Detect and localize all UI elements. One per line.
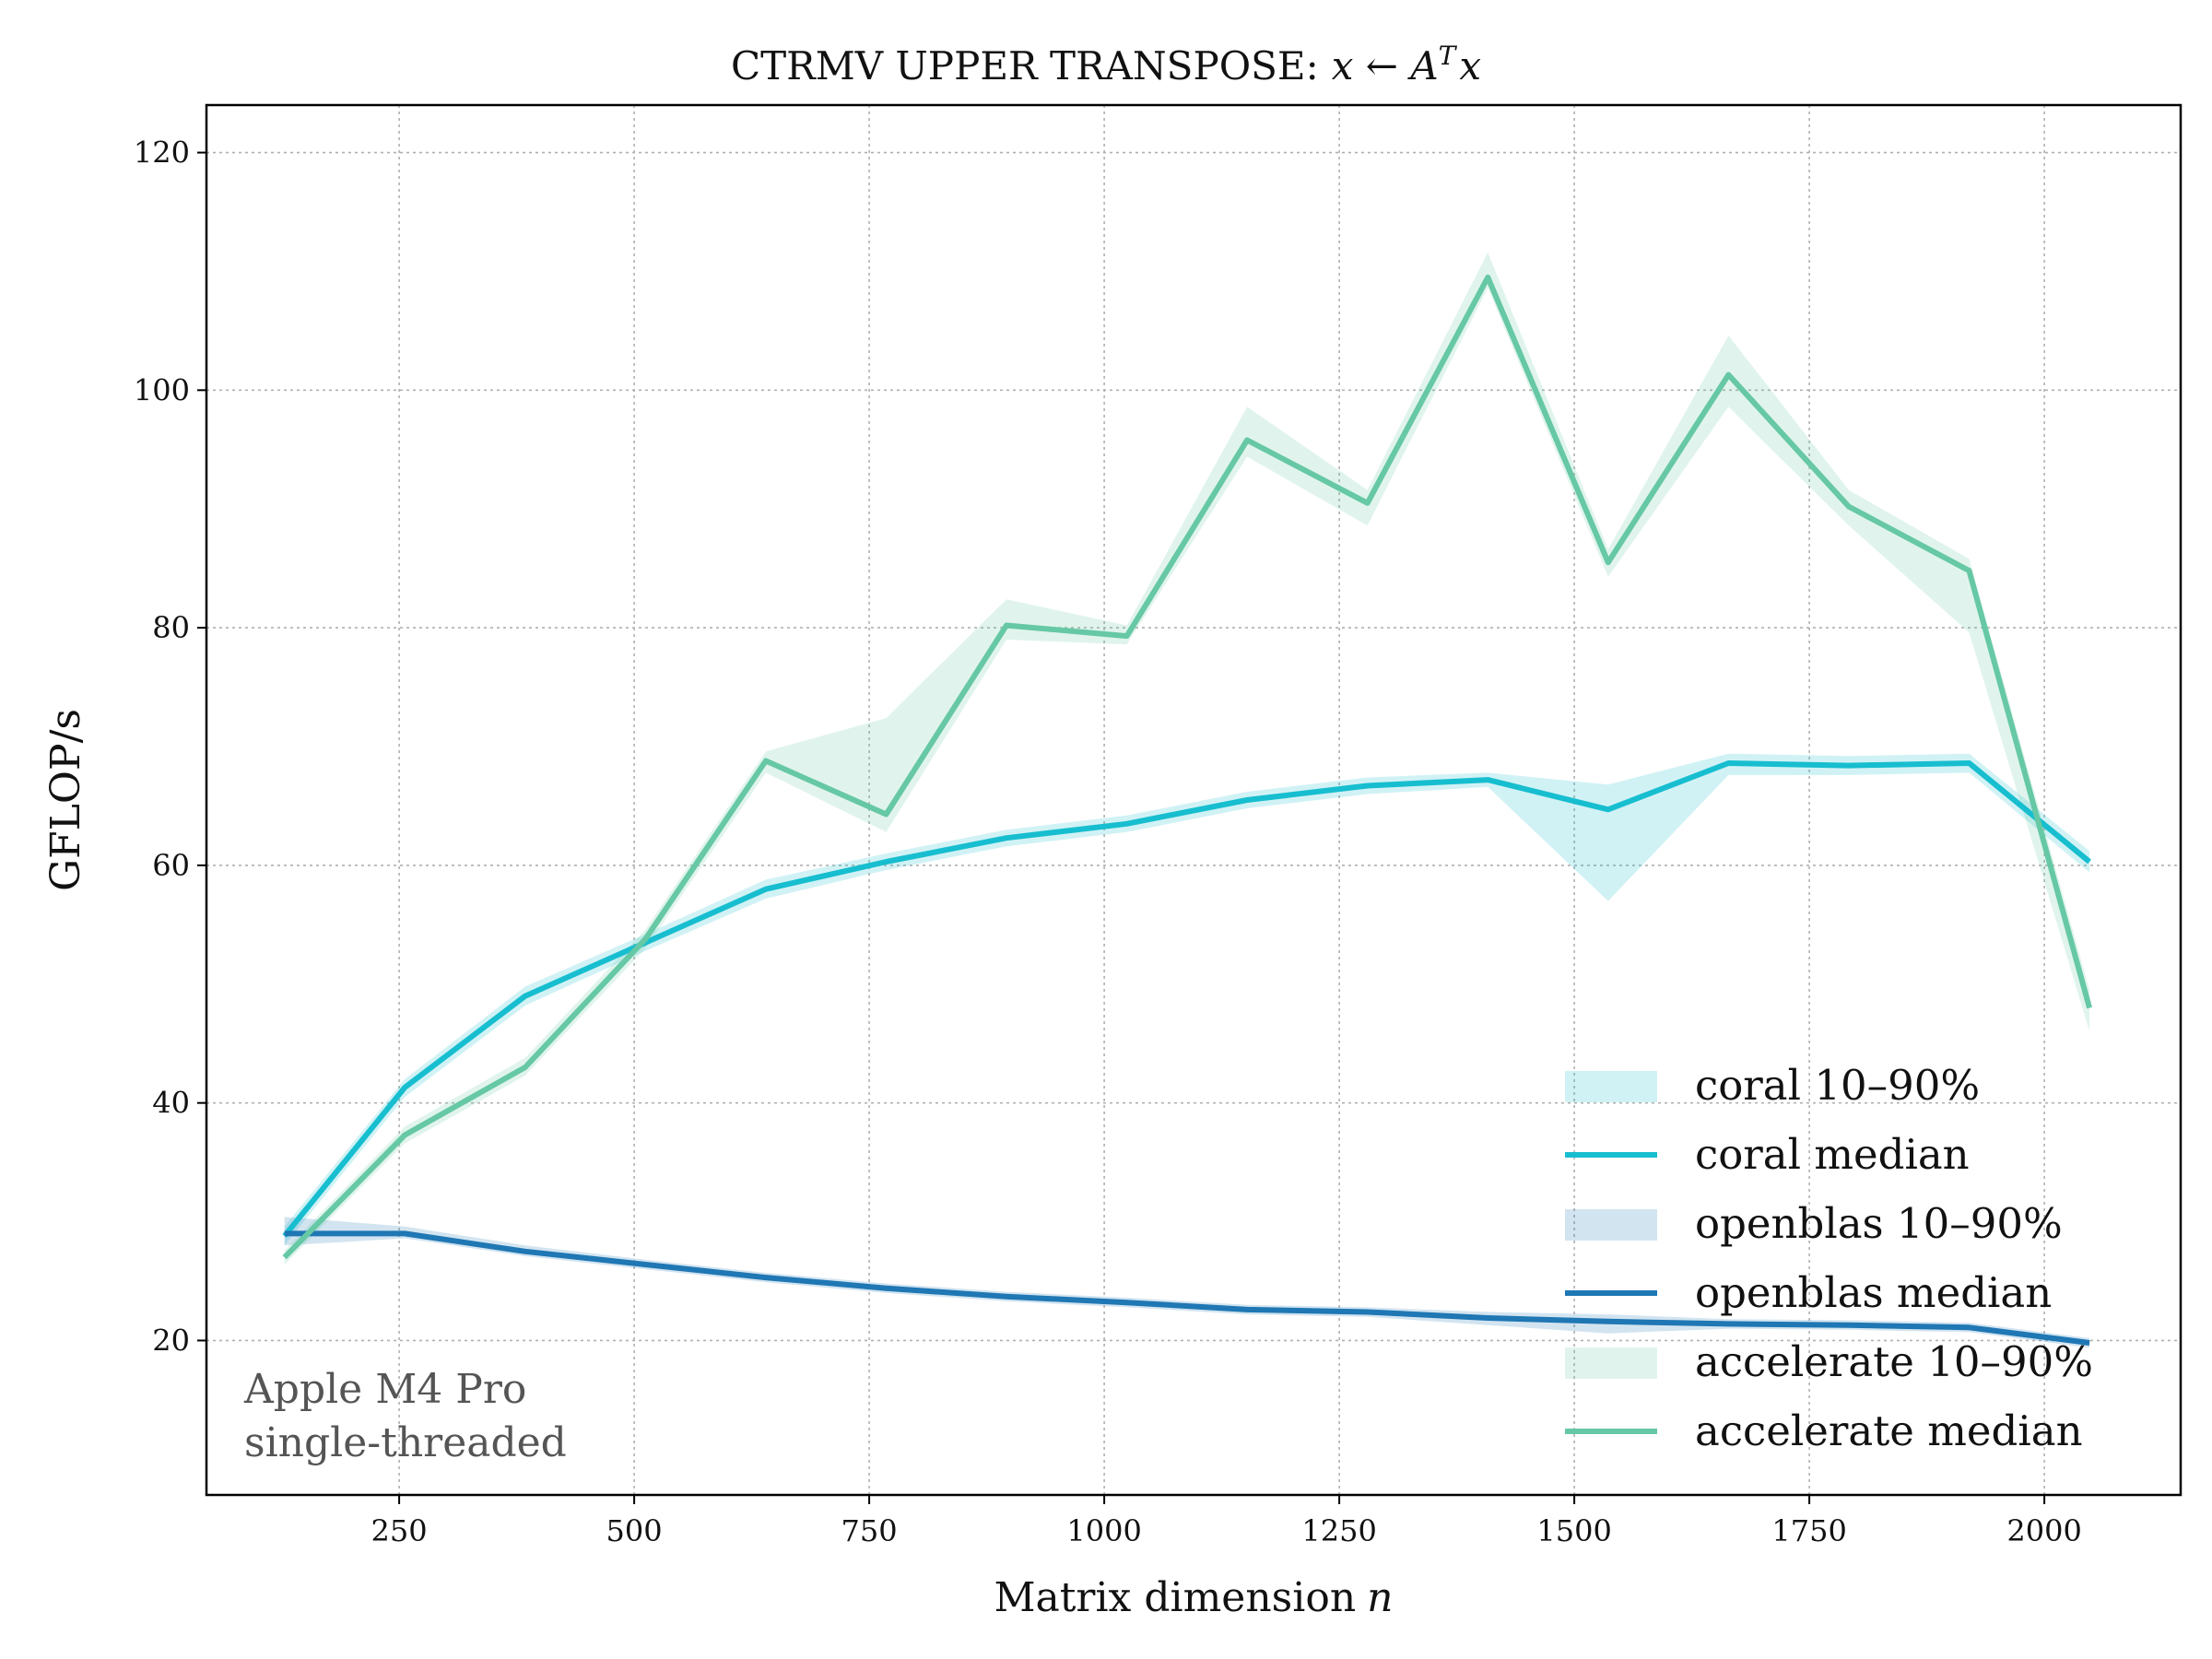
legend-label: openblas median [1695,1268,2052,1317]
legend-label: openblas 10–90% [1695,1199,2063,1248]
y-tick-label: 100 [134,372,190,407]
legend: coral 10–90% coral median openblas 10–90% o… [1565,1061,2093,1455]
legend-label: coral 10–90% [1695,1061,1980,1110]
y-axis-label: GFLOP/s [42,709,89,891]
y-tick-label: 80 [152,610,190,645]
x-tick-label: 500 [606,1513,663,1548]
y-tick-label: 20 [152,1323,190,1358]
legend-label: accelerate median [1695,1406,2083,1455]
legend-label: accelerate 10–90% [1695,1337,2093,1386]
accelerate-percentile-band [284,252,2090,1265]
chart-title-math-end: x [1459,43,1481,88]
y-tick-label: 120 [134,135,190,171]
x-axis-ticks: 250 500 750 1000 1250 1500 1750 2000 [371,1495,2082,1548]
accelerate-median-line [282,274,2092,1260]
x-tick-label: 1750 [1771,1513,1846,1548]
x-axis-label-var: n [1367,1574,1393,1621]
x-axis-label-text: Matrix dimension [994,1574,1356,1621]
x-tick-label: 1250 [1301,1513,1376,1548]
median-lines [282,274,2092,1346]
plot-frame [205,103,2183,1497]
coral-median-line [282,760,2092,1238]
percentile-bands [284,252,2090,1348]
chart-title: CTRMV UPPER TRANSPOSE: x ← ATx [731,41,1481,88]
x-tick-label: 1500 [1536,1513,1611,1548]
y-axis-ticks: 20 40 60 80 100 120 [134,135,206,1358]
chart-title-math-sup: T [1439,41,1458,71]
x-tick-label: 250 [371,1513,428,1548]
annotation-hardware: Apple M4 Pro [243,1366,526,1413]
y-tick-label: 60 [152,848,190,883]
chart-title-math: x ← A [1332,43,1439,88]
legend-swatch-band [1565,1071,1657,1102]
x-tick-label: 2000 [2006,1513,2081,1548]
legend-swatch-band [1565,1347,1657,1379]
x-axis-label: Matrix dimension n [994,1574,1393,1621]
grid [206,105,2181,1495]
y-tick-label: 40 [152,1086,190,1121]
x-tick-label: 1000 [1066,1513,1141,1548]
chart-title-prefix: CTRMV UPPER TRANSPOSE: [731,43,1319,88]
openblas-median-line [284,1230,2090,1346]
legend-swatch-band [1565,1209,1657,1241]
legend-label: coral median [1695,1130,1970,1179]
annotation-threading: single-threaded [244,1419,567,1466]
x-tick-label: 750 [841,1513,898,1548]
